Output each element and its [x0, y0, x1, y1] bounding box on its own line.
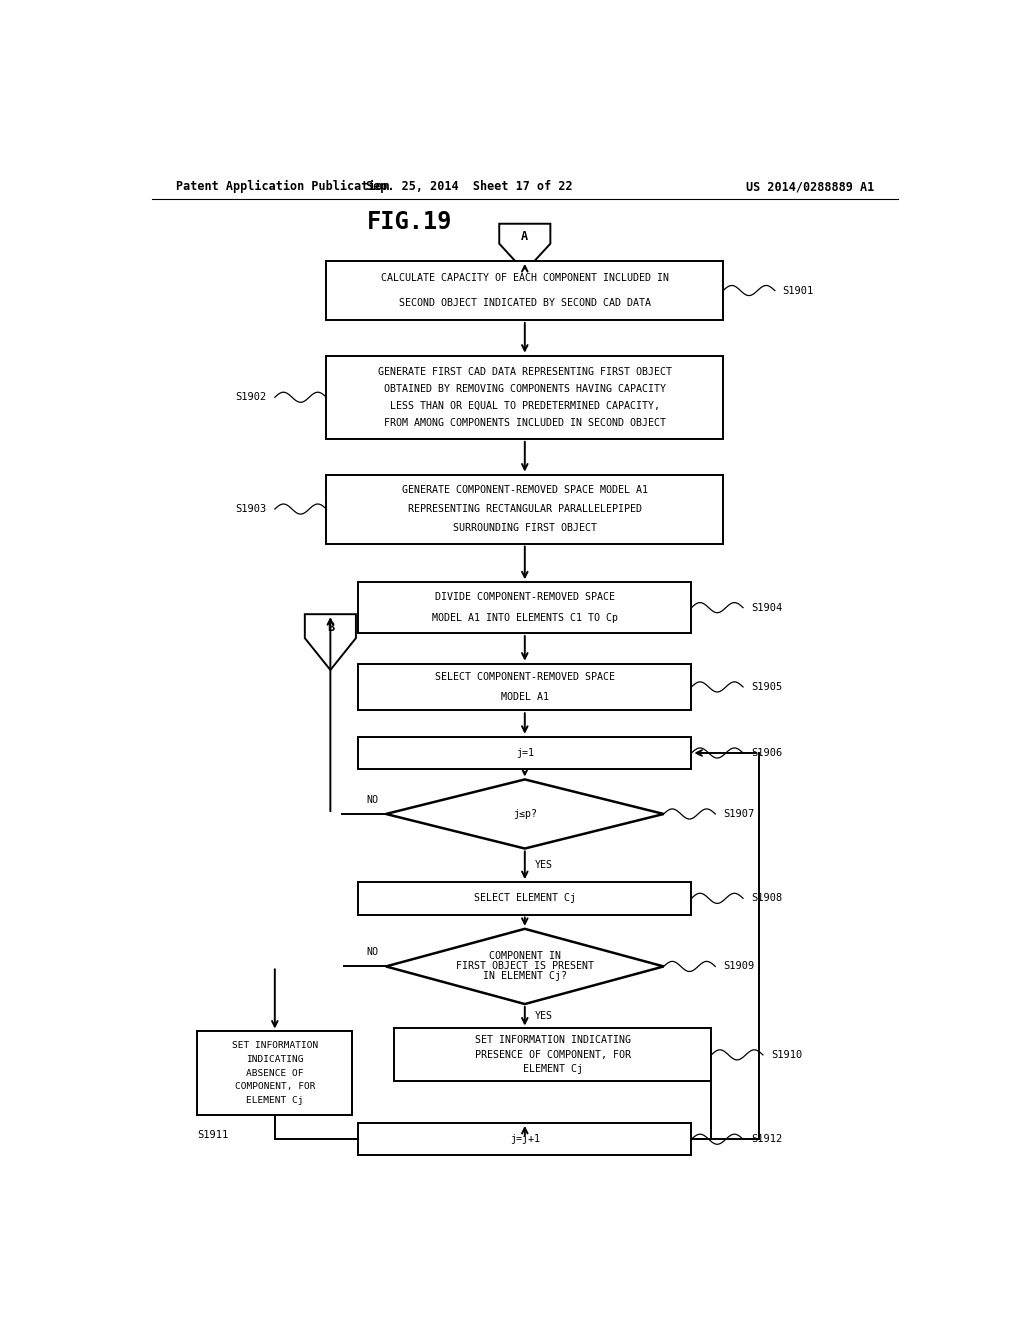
FancyBboxPatch shape [327, 474, 723, 544]
Text: FIG.19: FIG.19 [367, 210, 453, 235]
Text: A: A [521, 231, 528, 243]
Text: GENERATE FIRST CAD DATA REPRESENTING FIRST OBJECT: GENERATE FIRST CAD DATA REPRESENTING FIR… [378, 367, 672, 376]
Text: YES: YES [536, 861, 553, 870]
Text: ELEMENT Cj: ELEMENT Cj [522, 1064, 583, 1074]
Polygon shape [386, 779, 664, 849]
Text: SET INFORMATION INDICATING: SET INFORMATION INDICATING [474, 1035, 631, 1045]
Text: SURROUNDING FIRST OBJECT: SURROUNDING FIRST OBJECT [453, 523, 597, 533]
FancyBboxPatch shape [358, 1123, 691, 1155]
Text: SECOND OBJECT INDICATED BY SECOND CAD DATA: SECOND OBJECT INDICATED BY SECOND CAD DA… [398, 297, 651, 308]
Text: B: B [327, 620, 334, 634]
Text: S1909: S1909 [723, 961, 755, 972]
Text: INDICATING: INDICATING [246, 1055, 303, 1064]
Text: ABSENCE OF: ABSENCE OF [246, 1069, 303, 1077]
FancyBboxPatch shape [358, 664, 691, 710]
Text: SELECT ELEMENT Cj: SELECT ELEMENT Cj [474, 894, 575, 903]
Text: j≤p?: j≤p? [513, 809, 537, 818]
Text: S1908: S1908 [751, 894, 782, 903]
Text: S1901: S1901 [782, 285, 814, 296]
Text: j=1: j=1 [516, 748, 534, 758]
Text: MODEL A1: MODEL A1 [501, 692, 549, 701]
Text: REPRESENTING RECTANGULAR PARALLELEPIPED: REPRESENTING RECTANGULAR PARALLELEPIPED [408, 504, 642, 513]
Text: S1903: S1903 [236, 504, 267, 513]
Text: ELEMENT Cj: ELEMENT Cj [246, 1096, 303, 1105]
Text: S1910: S1910 [771, 1049, 802, 1060]
FancyBboxPatch shape [358, 737, 691, 770]
Text: DIVIDE COMPONENT-REMOVED SPACE: DIVIDE COMPONENT-REMOVED SPACE [435, 593, 614, 602]
Text: YES: YES [536, 1011, 553, 1022]
Text: S1912: S1912 [751, 1134, 782, 1144]
Text: LESS THAN OR EQUAL TO PREDETERMINED CAPACITY,: LESS THAN OR EQUAL TO PREDETERMINED CAPA… [390, 401, 659, 411]
Text: US 2014/0288889 A1: US 2014/0288889 A1 [745, 181, 873, 193]
Text: SELECT COMPONENT-REMOVED SPACE: SELECT COMPONENT-REMOVED SPACE [435, 672, 614, 682]
Text: FROM AMONG COMPONENTS INCLUDED IN SECOND OBJECT: FROM AMONG COMPONENTS INCLUDED IN SECOND… [384, 418, 666, 428]
Text: GENERATE COMPONENT-REMOVED SPACE MODEL A1: GENERATE COMPONENT-REMOVED SPACE MODEL A… [401, 486, 648, 495]
Text: OBTAINED BY REMOVING COMPONENTS HAVING CAPACITY: OBTAINED BY REMOVING COMPONENTS HAVING C… [384, 384, 666, 393]
Text: j=j+1: j=j+1 [510, 1134, 540, 1144]
Text: FIRST OBJECT IS PRESENT: FIRST OBJECT IS PRESENT [456, 961, 594, 972]
FancyBboxPatch shape [394, 1028, 712, 1081]
Text: S1911: S1911 [198, 1130, 228, 1140]
Text: IN ELEMENT Cj?: IN ELEMENT Cj? [482, 972, 567, 982]
Text: S1906: S1906 [751, 748, 782, 758]
Polygon shape [305, 614, 356, 671]
Text: MODEL A1 INTO ELEMENTS C1 TO Cp: MODEL A1 INTO ELEMENTS C1 TO Cp [432, 612, 617, 623]
Text: S1904: S1904 [751, 603, 782, 612]
Text: S1905: S1905 [751, 682, 782, 692]
Text: Sep. 25, 2014  Sheet 17 of 22: Sep. 25, 2014 Sheet 17 of 22 [366, 181, 572, 193]
Text: SET INFORMATION: SET INFORMATION [231, 1041, 317, 1051]
FancyBboxPatch shape [327, 355, 723, 440]
Polygon shape [386, 929, 664, 1005]
Text: Patent Application Publication: Patent Application Publication [176, 181, 389, 194]
Text: COMPONENT, FOR: COMPONENT, FOR [234, 1082, 315, 1092]
FancyBboxPatch shape [327, 261, 723, 319]
FancyBboxPatch shape [358, 882, 691, 915]
Text: NO: NO [366, 795, 378, 805]
Text: COMPONENT IN: COMPONENT IN [488, 952, 561, 961]
FancyBboxPatch shape [358, 582, 691, 634]
Polygon shape [500, 223, 550, 272]
Text: NO: NO [366, 948, 378, 957]
Text: CALCULATE CAPACITY OF EACH COMPONENT INCLUDED IN: CALCULATE CAPACITY OF EACH COMPONENT INC… [381, 273, 669, 284]
FancyBboxPatch shape [198, 1031, 352, 1115]
Text: S1902: S1902 [236, 392, 267, 403]
Text: S1907: S1907 [723, 809, 755, 818]
Text: PRESENCE OF COMPONENT, FOR: PRESENCE OF COMPONENT, FOR [474, 1049, 631, 1060]
